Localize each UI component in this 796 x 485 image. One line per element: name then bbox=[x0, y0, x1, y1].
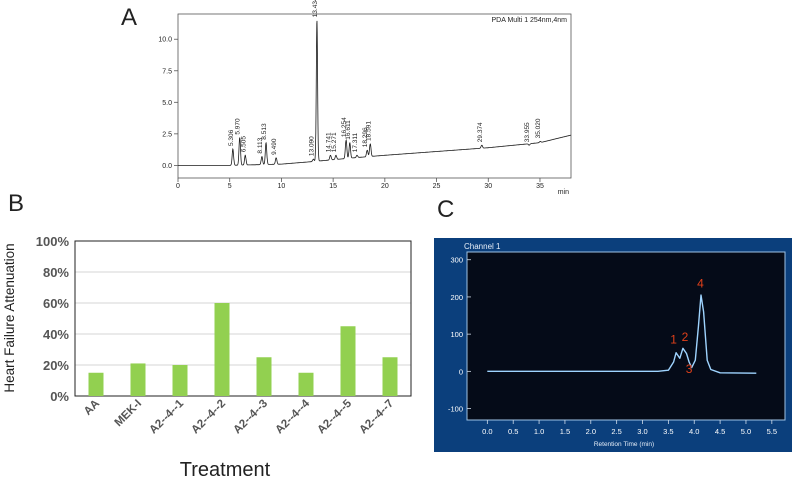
bar-b bbox=[340, 326, 356, 396]
peak-label-a: 8.113 bbox=[257, 137, 264, 153]
x-tick-label-a: 10 bbox=[278, 183, 286, 190]
x-tick-label-a: 20 bbox=[381, 183, 389, 190]
panel-label-b: B bbox=[8, 190, 25, 217]
x-tick-label-c: 3.0 bbox=[637, 427, 647, 436]
hplc-screen-c: Channel 1 300 200 100 0 -100 0.0 0.5 1.0 1.5 2.0 2.… bbox=[434, 238, 792, 452]
x-tick-label-c: 0.0 bbox=[482, 427, 492, 436]
peak-label-c: 4 bbox=[697, 277, 704, 291]
x-tick-label-c: 4.5 bbox=[715, 427, 725, 436]
bar-b bbox=[382, 357, 398, 396]
x-tick-label-c: 1.0 bbox=[534, 427, 544, 436]
y-tick-label-a: 5.0 bbox=[162, 100, 172, 107]
x-tick-label-c: 2.0 bbox=[586, 427, 596, 436]
y-tick-label-c: 100 bbox=[450, 330, 463, 339]
peak-label-a: 5.970 bbox=[235, 118, 242, 135]
peak-label-a: 16.254 bbox=[341, 117, 348, 137]
y-tick-label-b: 0% bbox=[50, 389, 69, 404]
x-tick-label-a: 0 bbox=[176, 183, 180, 190]
x-tick-label-a: 25 bbox=[433, 183, 441, 190]
peak-label-a: 6.505 bbox=[240, 136, 247, 153]
y-tick-label-b: 20% bbox=[43, 358, 69, 373]
y-tick-label-c: 200 bbox=[450, 293, 463, 302]
x-tick-label-b: A2--4--4 bbox=[273, 397, 312, 436]
peak-label-a: 9.490 bbox=[271, 138, 278, 155]
x-tick-label-c: 5.0 bbox=[741, 427, 751, 436]
x-tick-label-b: A2--4--5 bbox=[315, 397, 354, 436]
y-tick-label-a: 10.0 bbox=[158, 37, 172, 44]
peak-label-a: 16.611 bbox=[345, 120, 352, 140]
x-tick-label-c: 5.5 bbox=[767, 427, 777, 436]
plot-frame-c bbox=[466, 251, 786, 421]
legend-a: PDA Multi 1 254nm,4nm bbox=[492, 17, 568, 24]
x-axis-label-b: Treatment bbox=[180, 459, 271, 481]
bar-b bbox=[88, 372, 104, 396]
x-tick-label-c: 1.5 bbox=[560, 427, 570, 436]
y-axis-label-b: Heart Failure Attenuation bbox=[2, 243, 17, 392]
peak-label-c: 3 bbox=[686, 362, 693, 376]
y-tick-label-a: 7.5 bbox=[162, 68, 172, 75]
bar-b bbox=[214, 303, 230, 396]
x-tick-label-c: 4.0 bbox=[689, 427, 699, 436]
x-tick-label-b: A2--4--3 bbox=[231, 398, 270, 437]
x-tick-label-a: 15 bbox=[329, 183, 337, 190]
peak-label-a: 35.020 bbox=[535, 118, 542, 138]
x-tick-label-b: A2--4--7 bbox=[357, 398, 396, 437]
plot-frame-b bbox=[74, 240, 412, 397]
peak-label-a: 5.306 bbox=[228, 129, 235, 146]
x-tick-label-c: 0.5 bbox=[508, 427, 518, 436]
bar-b bbox=[130, 363, 146, 396]
y-tick-label-c: -100 bbox=[448, 405, 463, 414]
peak-label-c: 1 bbox=[670, 332, 677, 346]
y-tick-label-b: 100% bbox=[36, 234, 70, 249]
bar-b bbox=[172, 365, 188, 396]
y-tick-label-c: 0 bbox=[459, 367, 463, 376]
y-tick-label-a: 0.0 bbox=[162, 163, 172, 170]
plot-frame-a bbox=[177, 13, 572, 179]
peak-label-a: 13.434 bbox=[312, 0, 319, 17]
x-tick-label-b: A2--4--1 bbox=[147, 397, 186, 436]
panel-label-a: A bbox=[121, 4, 138, 31]
y-tick-label-c: 300 bbox=[450, 256, 463, 265]
panel-label-c: C bbox=[437, 196, 455, 223]
x-tick-label-b: MEK-I bbox=[113, 398, 145, 430]
x-tick-label-c: 2.5 bbox=[611, 427, 621, 436]
x-axis-label-a: min bbox=[558, 189, 569, 196]
peak-label-a: 17.311 bbox=[352, 133, 359, 153]
x-tick-label-b: AA bbox=[82, 398, 102, 418]
peak-label-a: 15.271 bbox=[331, 132, 338, 152]
y-tick-label-b: 80% bbox=[43, 265, 69, 280]
x-tick-label-a: 5 bbox=[228, 183, 232, 190]
x-tick-label-a: 35 bbox=[536, 183, 544, 190]
x-tick-label-a: 30 bbox=[484, 183, 492, 190]
plot-background-c bbox=[467, 252, 785, 420]
trace-c bbox=[487, 294, 757, 374]
y-tick-label-b: 60% bbox=[43, 296, 69, 311]
peak-label-a: 13.090 bbox=[308, 136, 315, 156]
channel-label-c: Channel 1 bbox=[464, 242, 501, 251]
peak-label-a: 33.955 bbox=[524, 122, 531, 142]
peak-label-a: 18.296 bbox=[362, 127, 369, 147]
peak-label-a: 18.591 bbox=[365, 121, 372, 141]
y-tick-label-a: 2.5 bbox=[162, 131, 172, 138]
bar-b bbox=[298, 372, 314, 396]
peak-label-c: 2 bbox=[682, 330, 689, 344]
y-tick-label-b: 40% bbox=[43, 327, 69, 342]
peak-label-a: 29.374 bbox=[477, 122, 484, 142]
x-tick-label-b: A2--4--2 bbox=[189, 398, 228, 437]
x-tick-label-c: 3.5 bbox=[663, 427, 673, 436]
trace-a bbox=[178, 20, 571, 166]
peak-label-a: 14.741 bbox=[325, 132, 332, 152]
peak-label-a: 8.513 bbox=[261, 123, 268, 140]
x-axis-label-c: Retention Time (min) bbox=[594, 441, 654, 448]
bar-b bbox=[256, 357, 272, 396]
